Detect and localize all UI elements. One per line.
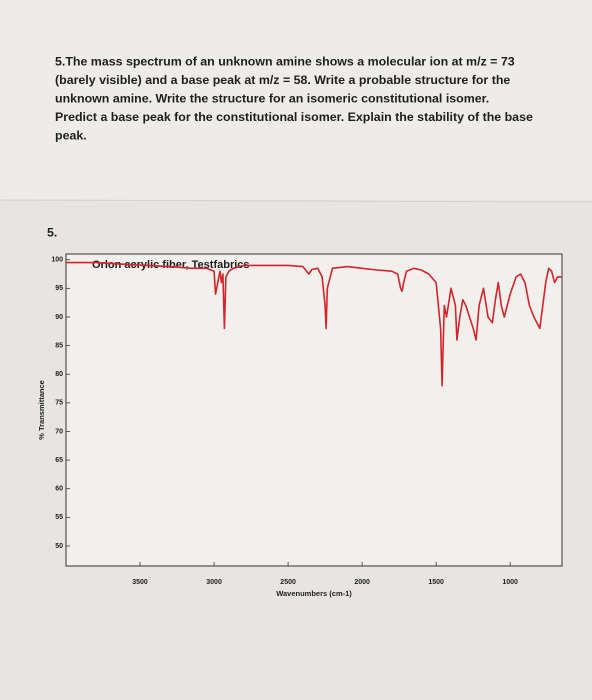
y-tick-label: 100 [51, 257, 63, 264]
question-line: Predict a base peak for the constitution… [55, 110, 533, 124]
y-tick-label: 80 [55, 371, 63, 378]
spectrum-line [66, 261, 562, 387]
x-axis-label: Wavenumbers (cm-1) [276, 589, 352, 598]
y-tick-label: 60 [55, 486, 63, 493]
x-tick-label: 1000 [502, 579, 518, 586]
item-number: 5. [47, 225, 57, 239]
question: 5.The mass spectrum of an unknown amine … [55, 54, 533, 142]
y-tick-label: 85 [55, 342, 63, 349]
x-tick-label: 3500 [132, 579, 148, 586]
y-tick-label: 70 [55, 428, 63, 435]
paper-top [0, 0, 592, 200]
x-tick-label: 2500 [280, 579, 296, 586]
x-tick-label: 1500 [428, 579, 444, 586]
y-tick-label: 75 [55, 400, 63, 407]
fold-line [0, 199, 592, 203]
chart-title: Orlon acrylic fiber, Testfabrics [92, 259, 250, 271]
x-tick-label: 3000 [206, 579, 222, 586]
y-tick-label: 55 [55, 514, 63, 521]
question-line: peak. [55, 128, 87, 142]
y-axis-label: % Transmittance [37, 380, 46, 440]
question-line: (barely visible) and a base peak at m/z … [55, 73, 510, 87]
y-tick-label: 90 [55, 314, 63, 321]
question-line: 5.The mass spectrum of an unknown amine … [55, 54, 515, 68]
x-tick-label: 2000 [354, 579, 370, 586]
plot-area [65, 253, 563, 567]
y-tick-label: 50 [55, 543, 63, 550]
question-line: unknown amine. Write the structure for a… [55, 91, 489, 105]
chart: 100 95 90 85 80 75 70 65 60 55 50 3500 3000 2500 2000 1… [37, 253, 563, 598]
y-tick-label: 95 [55, 285, 63, 292]
y-tick-label: 65 [55, 457, 63, 464]
